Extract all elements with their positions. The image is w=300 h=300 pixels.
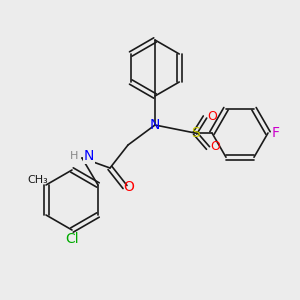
Text: N: N [150,118,160,132]
Text: CH₃: CH₃ [28,175,48,185]
Text: O: O [210,140,220,152]
Text: S: S [190,126,200,140]
Text: Cl: Cl [65,232,79,246]
Text: F: F [272,126,280,140]
Text: O: O [124,180,134,194]
Text: O: O [207,110,217,124]
Text: N: N [84,149,94,163]
Text: H: H [70,151,78,161]
